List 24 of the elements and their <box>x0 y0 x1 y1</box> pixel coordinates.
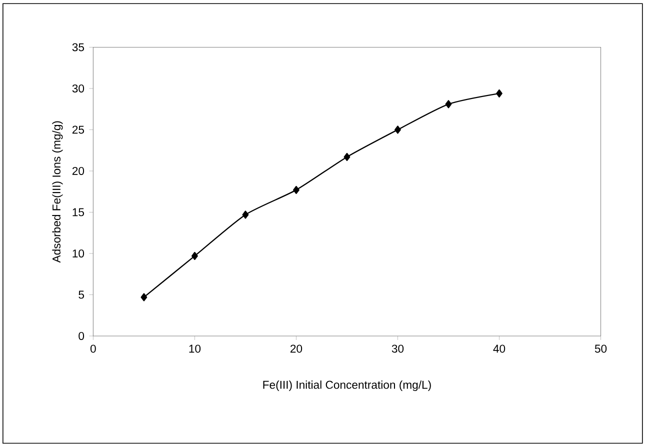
y-tick-label: 0 <box>78 332 84 340</box>
point <box>496 89 502 98</box>
y-tick-label: 10 <box>72 249 84 258</box>
y-tick-label: 35 <box>72 43 84 52</box>
y-tick-label: 15 <box>72 208 84 216</box>
y-tick-label: 30 <box>72 84 84 92</box>
point <box>192 252 198 260</box>
point <box>344 152 350 161</box>
y-tick-label: 5 <box>78 290 84 299</box>
x-tick-label: 0 <box>90 344 96 353</box>
point <box>445 100 452 108</box>
point <box>242 210 249 219</box>
point <box>394 126 401 134</box>
x-axis-title: Fe(III) Initial Concentration (mg/L) <box>263 380 431 391</box>
x-tick-label: 40 <box>493 344 506 353</box>
y-tick-label: 25 <box>72 126 84 134</box>
y-tick-label: 20 <box>72 166 84 175</box>
x-tick-label: 50 <box>594 344 607 353</box>
x-tick-label: 20 <box>290 344 302 353</box>
y-axis-title: Adsorbed Fe(III) Ions (mg/g) <box>52 121 63 263</box>
point <box>140 293 148 302</box>
x-tick-label: 30 <box>392 344 404 353</box>
x-tick-label: 10 <box>189 344 201 353</box>
point <box>293 186 300 194</box>
